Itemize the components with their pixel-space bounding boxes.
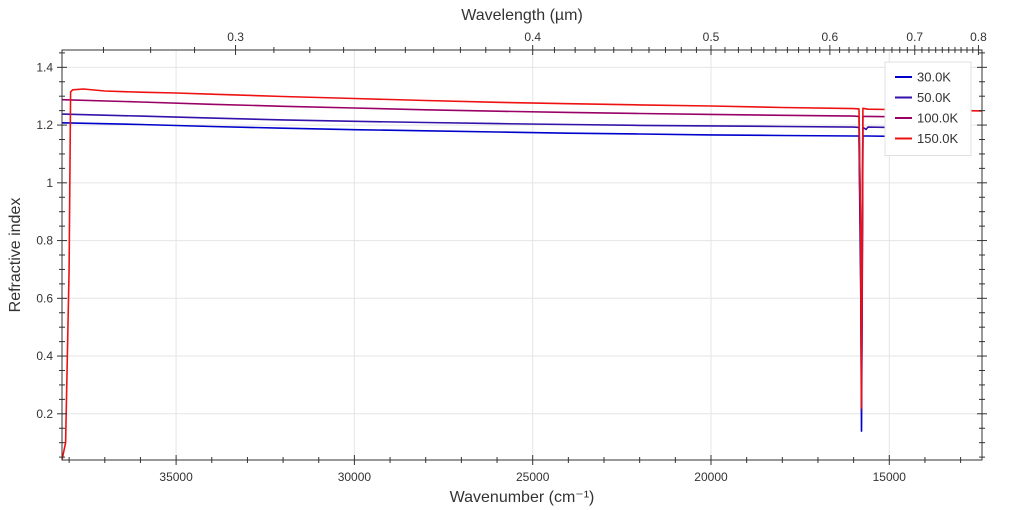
series-line-150.0K: [62, 88, 982, 460]
y-tick-label: 1.4: [36, 60, 53, 74]
x2-axis-title: Wavelength (µm): [461, 7, 583, 24]
series-line-30.0K: [62, 122, 943, 432]
x2-tick-label: 0.3: [227, 30, 244, 44]
legend: 30.0K 50.0K 100.0K 150.0K: [884, 61, 972, 156]
series-line-100.0K: [62, 98, 943, 401]
axis-ticks: 0.2 0.4 0.6 0.8 1 1.2 1.4 35000 30000 25000 20000 1…: [36, 30, 987, 484]
series-lines: [62, 88, 982, 460]
x-axis-title: Wavenumber (cm⁻¹): [450, 489, 595, 506]
legend-label: 30.0K: [917, 70, 951, 85]
x-tick-label: 15000: [873, 470, 907, 484]
x2-tick-label: 0.8: [970, 30, 987, 44]
legend-label: 50.0K: [917, 90, 951, 105]
legend-label: 150.0K: [917, 131, 959, 146]
x2-tick-label: 0.7: [906, 30, 923, 44]
x2-tick-label: 0.6: [822, 30, 839, 44]
x-tick-label: 30000: [338, 470, 372, 484]
y-tick-label: 0.8: [36, 234, 53, 248]
legend-label: 100.0K: [917, 111, 959, 126]
x2-tick-label: 0.5: [703, 30, 720, 44]
y-tick-label: 1.2: [36, 118, 53, 132]
series-line-50.0K: [62, 113, 943, 412]
x-tick-label: 35000: [159, 470, 193, 484]
y-tick-label: 1: [46, 176, 53, 190]
y-axis-title: Refractive index: [7, 198, 24, 313]
y-tick-label: 0.4: [36, 349, 53, 363]
y-tick-label: 0.6: [36, 291, 53, 305]
x-tick-label: 25000: [516, 470, 550, 484]
y-tick-label: 0.2: [36, 407, 53, 421]
x2-tick-label: 0.4: [524, 30, 541, 44]
x-tick-label: 20000: [694, 470, 728, 484]
